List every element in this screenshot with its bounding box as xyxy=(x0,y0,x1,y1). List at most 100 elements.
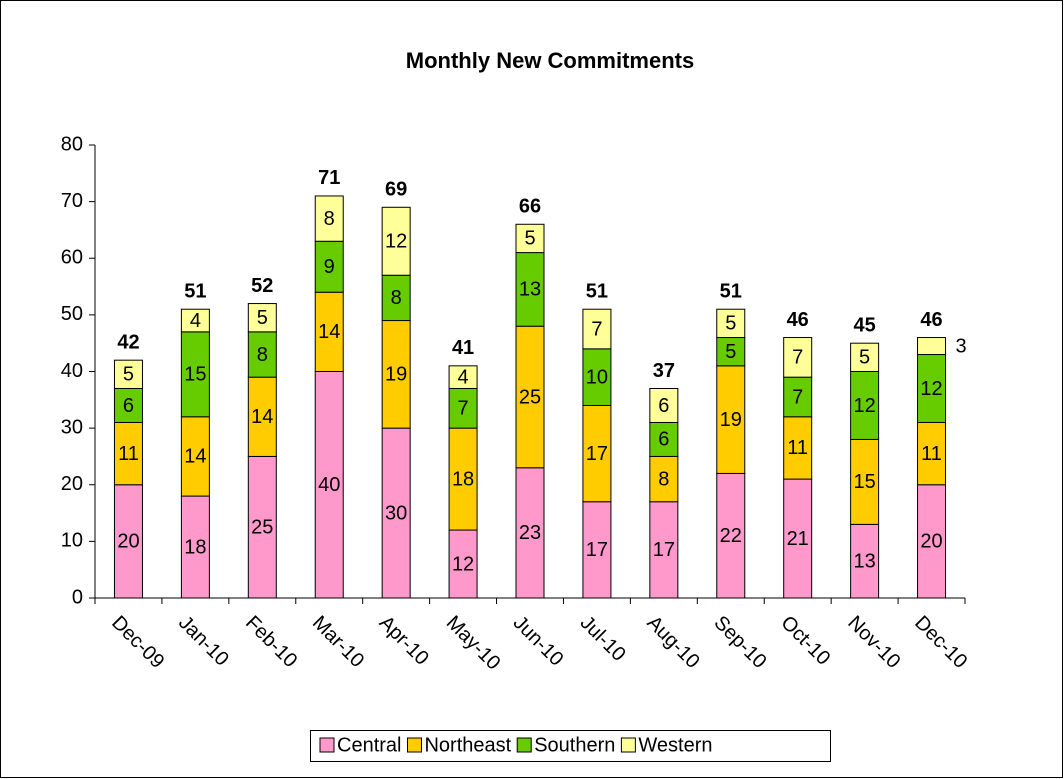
bar-segment xyxy=(113,484,143,599)
value-label: 11 xyxy=(118,443,139,465)
value-label: 7 xyxy=(591,318,602,340)
legend-label: Western xyxy=(638,734,712,756)
value-label: 5 xyxy=(725,313,736,335)
y-tick-label: 60 xyxy=(61,247,83,269)
value-label: 8 xyxy=(391,287,402,309)
bar-segment xyxy=(582,501,612,599)
total-label: 51 xyxy=(184,280,206,302)
value-label: 12 xyxy=(385,231,407,253)
value-label: 40 xyxy=(318,474,340,496)
value-label: 10 xyxy=(586,366,608,388)
total-label: 51 xyxy=(720,280,742,302)
value-label: 25 xyxy=(251,517,273,539)
value-label: 12 xyxy=(920,378,942,400)
total-label: 45 xyxy=(853,314,875,336)
legend-swatch xyxy=(406,737,422,753)
total-label: 42 xyxy=(117,331,139,353)
bar-segment xyxy=(381,427,411,599)
value-label: 14 xyxy=(318,321,340,343)
y-tick-label: 0 xyxy=(72,586,83,608)
bar-segment xyxy=(850,342,880,372)
chart-title: Monthly New Commitments xyxy=(406,48,694,73)
value-label: 20 xyxy=(920,531,942,553)
y-tick-label: 10 xyxy=(61,530,83,552)
bar-segment xyxy=(113,421,143,486)
bar-segment xyxy=(783,337,813,378)
value-label: 20 xyxy=(117,531,139,553)
bar-segment xyxy=(783,376,813,418)
value-label: 23 xyxy=(519,522,541,544)
bar-segment xyxy=(314,371,344,599)
value-label: 5 xyxy=(524,228,535,250)
bar-segment xyxy=(917,354,947,423)
bar-segment xyxy=(917,337,947,356)
total-label: 46 xyxy=(920,309,942,331)
value-label: 17 xyxy=(586,443,608,465)
value-label: 14 xyxy=(184,446,206,468)
bar-segment xyxy=(515,467,545,599)
bar-segment xyxy=(850,438,880,525)
value-label: 6 xyxy=(658,395,669,417)
bar-segment xyxy=(783,416,813,480)
value-label: 18 xyxy=(452,468,474,490)
bar-segment xyxy=(381,320,411,429)
bar-segment xyxy=(381,206,411,276)
value-label: 11 xyxy=(921,443,942,465)
legend-label: Northeast xyxy=(424,734,511,756)
value-label: 13 xyxy=(519,279,541,301)
value-label: 11 xyxy=(787,437,808,459)
bar-segment xyxy=(180,416,210,497)
value-label: 25 xyxy=(519,386,541,408)
value-label: 6 xyxy=(123,395,134,417)
legend-swatch xyxy=(516,737,532,753)
bar-segment xyxy=(850,523,880,599)
bar-segment xyxy=(515,252,545,327)
total-label: 51 xyxy=(586,280,608,302)
bar-segment xyxy=(850,371,880,440)
bar-segment xyxy=(582,308,612,350)
bar-segment xyxy=(448,365,478,389)
value-label: 4 xyxy=(190,310,201,332)
value-label: 14 xyxy=(251,406,273,428)
bar-segment xyxy=(381,274,411,322)
value-label: 21 xyxy=(787,528,809,550)
total-label: 69 xyxy=(385,179,407,201)
value-label: 17 xyxy=(586,539,608,561)
bar-segment xyxy=(716,308,746,339)
value-label: 22 xyxy=(720,525,742,547)
bar-segment xyxy=(247,376,277,457)
value-label: 13 xyxy=(853,550,875,572)
total-label: 41 xyxy=(452,337,474,359)
value-label: 19 xyxy=(385,364,407,386)
bar-segment xyxy=(314,291,344,373)
total-label: 46 xyxy=(787,309,809,331)
y-tick-label: 50 xyxy=(61,303,83,325)
value-label: 30 xyxy=(385,502,407,524)
value-label: 8 xyxy=(257,344,268,366)
value-label: 18 xyxy=(184,536,206,558)
bar-segment xyxy=(314,195,344,242)
value-label: 8 xyxy=(324,208,335,230)
value-label: 6 xyxy=(658,429,669,451)
bar-segment xyxy=(180,331,210,418)
bar-segment xyxy=(448,529,478,599)
value-label: 5 xyxy=(257,307,268,329)
legend-box xyxy=(310,730,831,762)
value-label: 9 xyxy=(324,256,335,278)
y-tick-label: 80 xyxy=(61,133,83,155)
total-label: 71 xyxy=(318,167,340,189)
value-label: 15 xyxy=(853,471,875,493)
bar-segment xyxy=(716,365,746,474)
value-label: 5 xyxy=(859,347,870,369)
bar-segment xyxy=(247,303,277,333)
value-label: 7 xyxy=(792,386,803,408)
bar-segment xyxy=(247,455,277,599)
y-tick-label: 20 xyxy=(61,473,83,495)
legend-label: Central xyxy=(337,734,401,756)
bar-segment xyxy=(917,421,947,486)
value-label: 5 xyxy=(725,341,736,363)
legend-swatch xyxy=(319,737,335,753)
value-label: 12 xyxy=(452,553,474,575)
total-label: 37 xyxy=(653,360,675,382)
